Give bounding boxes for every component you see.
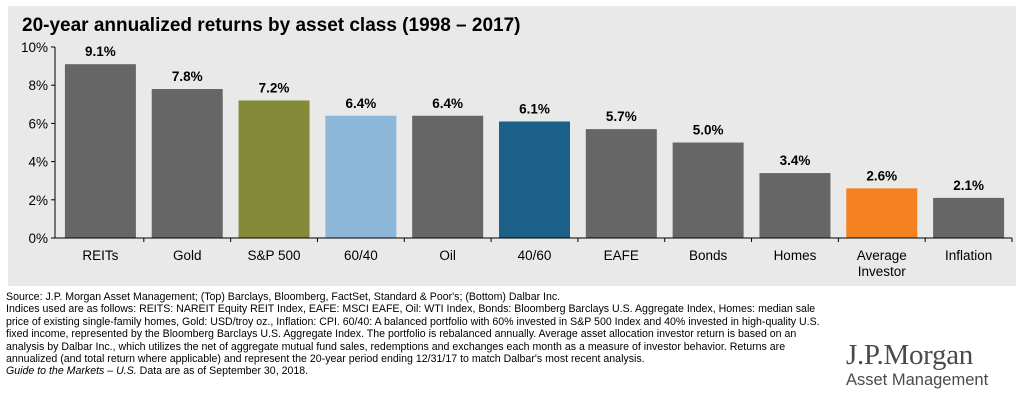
data-label: 5.0% bbox=[693, 123, 724, 138]
guide-date: Data are as of September 30, 2018. bbox=[136, 365, 309, 378]
guide-title: Guide to the Markets – U.S. bbox=[6, 365, 137, 378]
x-tick-label: REITs bbox=[82, 248, 118, 263]
bar bbox=[499, 121, 570, 238]
chart-panel: 20-year annualized returns by asset clas… bbox=[8, 6, 1016, 286]
source-note: Source: J.P. Morgan Asset Management; (T… bbox=[6, 291, 561, 303]
indices-note: Indices used are as follows: REITS: NARE… bbox=[6, 303, 820, 366]
data-label: 2.6% bbox=[866, 168, 897, 183]
logo-subtitle: Asset Management bbox=[846, 371, 989, 389]
data-label: 6.1% bbox=[519, 101, 550, 116]
x-tick-label: EAFE bbox=[604, 248, 639, 263]
bar bbox=[151, 89, 223, 239]
x-tick-label: Oil bbox=[439, 248, 456, 263]
data-label: 9.1% bbox=[85, 44, 116, 59]
jpmorgan-logo: J.P.Morgan Asset Management bbox=[846, 340, 1016, 390]
x-tick-label: 40/60 bbox=[518, 248, 552, 263]
data-label: 3.4% bbox=[780, 153, 811, 168]
bar bbox=[238, 100, 310, 238]
bar bbox=[933, 197, 1005, 238]
y-tick-label: 6% bbox=[28, 116, 48, 131]
y-tick-label: 4% bbox=[28, 155, 48, 170]
x-tick-label: Bonds bbox=[689, 248, 728, 263]
data-label: 6.4% bbox=[432, 96, 463, 111]
footer-notes: Source: J.P. Morgan Asset Management; (T… bbox=[6, 291, 836, 378]
data-label: 7.8% bbox=[172, 69, 203, 84]
y-tick-label: 10% bbox=[21, 40, 48, 55]
data-label: 7.2% bbox=[259, 80, 290, 95]
chart-title: 20-year annualized returns by asset clas… bbox=[22, 15, 521, 36]
bar bbox=[585, 129, 657, 238]
guide-note: Guide to the Markets – U.S. Data are as … bbox=[6, 365, 836, 377]
data-label: 6.4% bbox=[345, 96, 376, 111]
x-tick-label: Gold bbox=[173, 248, 202, 263]
bar-chart: 0% 2% 4% 6% 8% 10% 9.1% REITs 7.8% Gold 7.2% S&P 50… bbox=[21, 40, 1013, 279]
x-tick-label: 60/40 bbox=[344, 248, 378, 263]
bar bbox=[672, 142, 744, 238]
logo-name: J.P.Morgan bbox=[846, 339, 973, 371]
x-tick-label: Inflation bbox=[945, 248, 992, 263]
bar bbox=[412, 115, 484, 238]
y-tick-label: 2% bbox=[28, 193, 48, 208]
y-tick-label: 8% bbox=[28, 78, 48, 93]
x-tick-label: S&P 500 bbox=[248, 248, 301, 263]
bar bbox=[325, 115, 397, 238]
bar bbox=[846, 188, 918, 238]
bar bbox=[64, 64, 136, 238]
data-label: 2.1% bbox=[953, 178, 984, 193]
bar bbox=[759, 173, 831, 238]
x-tick-label: Average Investor bbox=[857, 248, 907, 279]
x-tick-label: Homes bbox=[774, 248, 817, 263]
data-label: 5.7% bbox=[606, 109, 637, 124]
y-tick-label: 0% bbox=[28, 231, 48, 246]
